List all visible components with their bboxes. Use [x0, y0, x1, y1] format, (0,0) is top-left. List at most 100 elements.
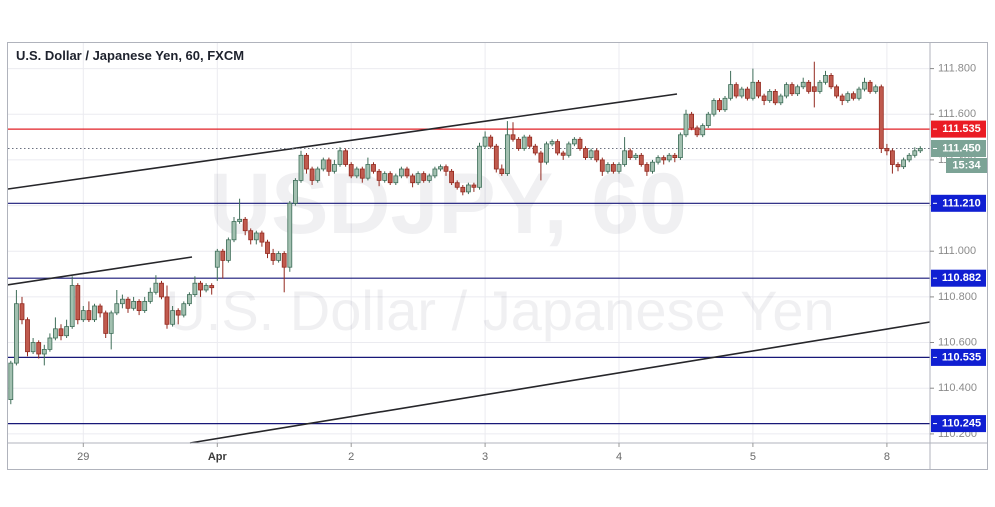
candle-body: [811, 86, 817, 92]
candle-body: [655, 157, 661, 163]
candle-body: [259, 232, 265, 243]
candle-body: [644, 164, 650, 172]
price-badge: [931, 415, 986, 433]
candle-body: [784, 84, 789, 97]
candlestick-chart[interactable]: USDJPY, 60U.S. Dollar / Japanese Yen111.…: [8, 43, 987, 469]
candle-body: [108, 312, 114, 334]
price-tick-label: 110.600: [938, 337, 977, 349]
candle-body: [120, 298, 125, 305]
candle-body: [873, 86, 879, 92]
candle-body: [242, 218, 248, 232]
candle-body: [136, 300, 142, 311]
candle-body: [203, 285, 209, 291]
candle-body: [745, 88, 750, 99]
candle-body: [58, 328, 64, 337]
candle-body: [47, 337, 53, 350]
candle-body: [560, 152, 566, 156]
candle-body: [767, 91, 773, 101]
candle-body: [544, 143, 549, 163]
candle-body: [359, 168, 365, 179]
candle-body: [75, 285, 81, 321]
candle-body: [432, 168, 438, 177]
support-resistance-lines: [8, 128, 930, 425]
candle-body: [343, 150, 349, 165]
price-badge: [931, 269, 986, 287]
candle-body: [733, 84, 739, 97]
candle-body: [387, 173, 393, 184]
candle-body: [851, 93, 856, 99]
candle-body: [510, 134, 516, 140]
candle-body: [538, 152, 544, 163]
candle-body: [376, 170, 382, 181]
candle-body: [705, 113, 711, 126]
trendline[interactable]: [8, 93, 678, 190]
price-badge-label: 110.882: [942, 272, 981, 284]
candle-body: [817, 81, 823, 92]
candle-body: [237, 218, 243, 222]
candle-body: [25, 319, 30, 353]
candle-body: [906, 154, 912, 161]
price-badge-label: 111.210: [942, 197, 981, 209]
candle-body: [97, 305, 103, 314]
price-tick-label: 111.600: [938, 108, 976, 120]
candle-body: [175, 310, 181, 316]
candle-body: [856, 88, 862, 99]
candle-body: [700, 125, 706, 136]
candle-body: [159, 282, 164, 298]
candle-body: [795, 86, 800, 95]
candle-body: [622, 150, 627, 165]
candle-body: [103, 312, 109, 334]
candle-body: [471, 184, 477, 188]
candle-body: [454, 182, 460, 188]
price-badge: [931, 140, 986, 157]
candle-body: [231, 221, 237, 241]
price-badge: [931, 194, 986, 212]
candle-body: [64, 326, 69, 337]
candle-body: [694, 127, 700, 136]
trendline[interactable]: [189, 321, 931, 444]
candle-body: [181, 303, 187, 316]
candle-body: [605, 164, 611, 172]
time-tick-label: 2: [348, 451, 354, 463]
candle-body: [828, 75, 834, 88]
candle-body: [449, 170, 455, 184]
grid-lines: [8, 43, 930, 443]
candle-body: [527, 136, 533, 147]
candle-body: [611, 164, 616, 172]
candle-body: [772, 91, 778, 104]
candle-body: [488, 136, 494, 147]
trendlines[interactable]: [8, 93, 931, 444]
candle-body: [36, 342, 42, 355]
time-tick-label: 3: [482, 451, 488, 463]
time-tick-label: Apr: [208, 451, 228, 463]
price-badge-label: 15:34: [952, 160, 981, 172]
price-badge-label: 111.450: [942, 143, 981, 155]
frame: [8, 43, 987, 469]
candle-body: [650, 161, 655, 172]
candle-body: [337, 150, 343, 165]
candle-body: [153, 282, 159, 293]
candle-body: [800, 81, 806, 88]
candle-body: [878, 86, 884, 149]
candle-body: [404, 168, 410, 177]
candle-body: [426, 175, 432, 181]
candle-body: [276, 253, 282, 261]
price-badge-label: 110.245: [942, 418, 981, 430]
candle-body: [19, 303, 25, 321]
candle-body: [248, 230, 254, 241]
candle-body: [555, 141, 560, 154]
candle-body: [41, 348, 47, 355]
candle-body: [265, 241, 270, 254]
candle-body: [572, 138, 577, 145]
candle-body: [225, 239, 231, 261]
candle-body: [890, 150, 895, 165]
candle-body: [678, 134, 683, 159]
trendline[interactable]: [8, 256, 193, 286]
candle-body: [348, 164, 354, 177]
candle-body: [114, 303, 120, 314]
symbol-title: U.S. Dollar / Japanese Yen, 60, FXCM: [16, 48, 245, 63]
chart-widget: USDJPY, 60 U.S. Dollar / Japanese Yen 111.…: [7, 42, 988, 470]
candle-body: [521, 136, 527, 149]
candle-body: [516, 138, 522, 149]
price-badge: [946, 158, 987, 173]
